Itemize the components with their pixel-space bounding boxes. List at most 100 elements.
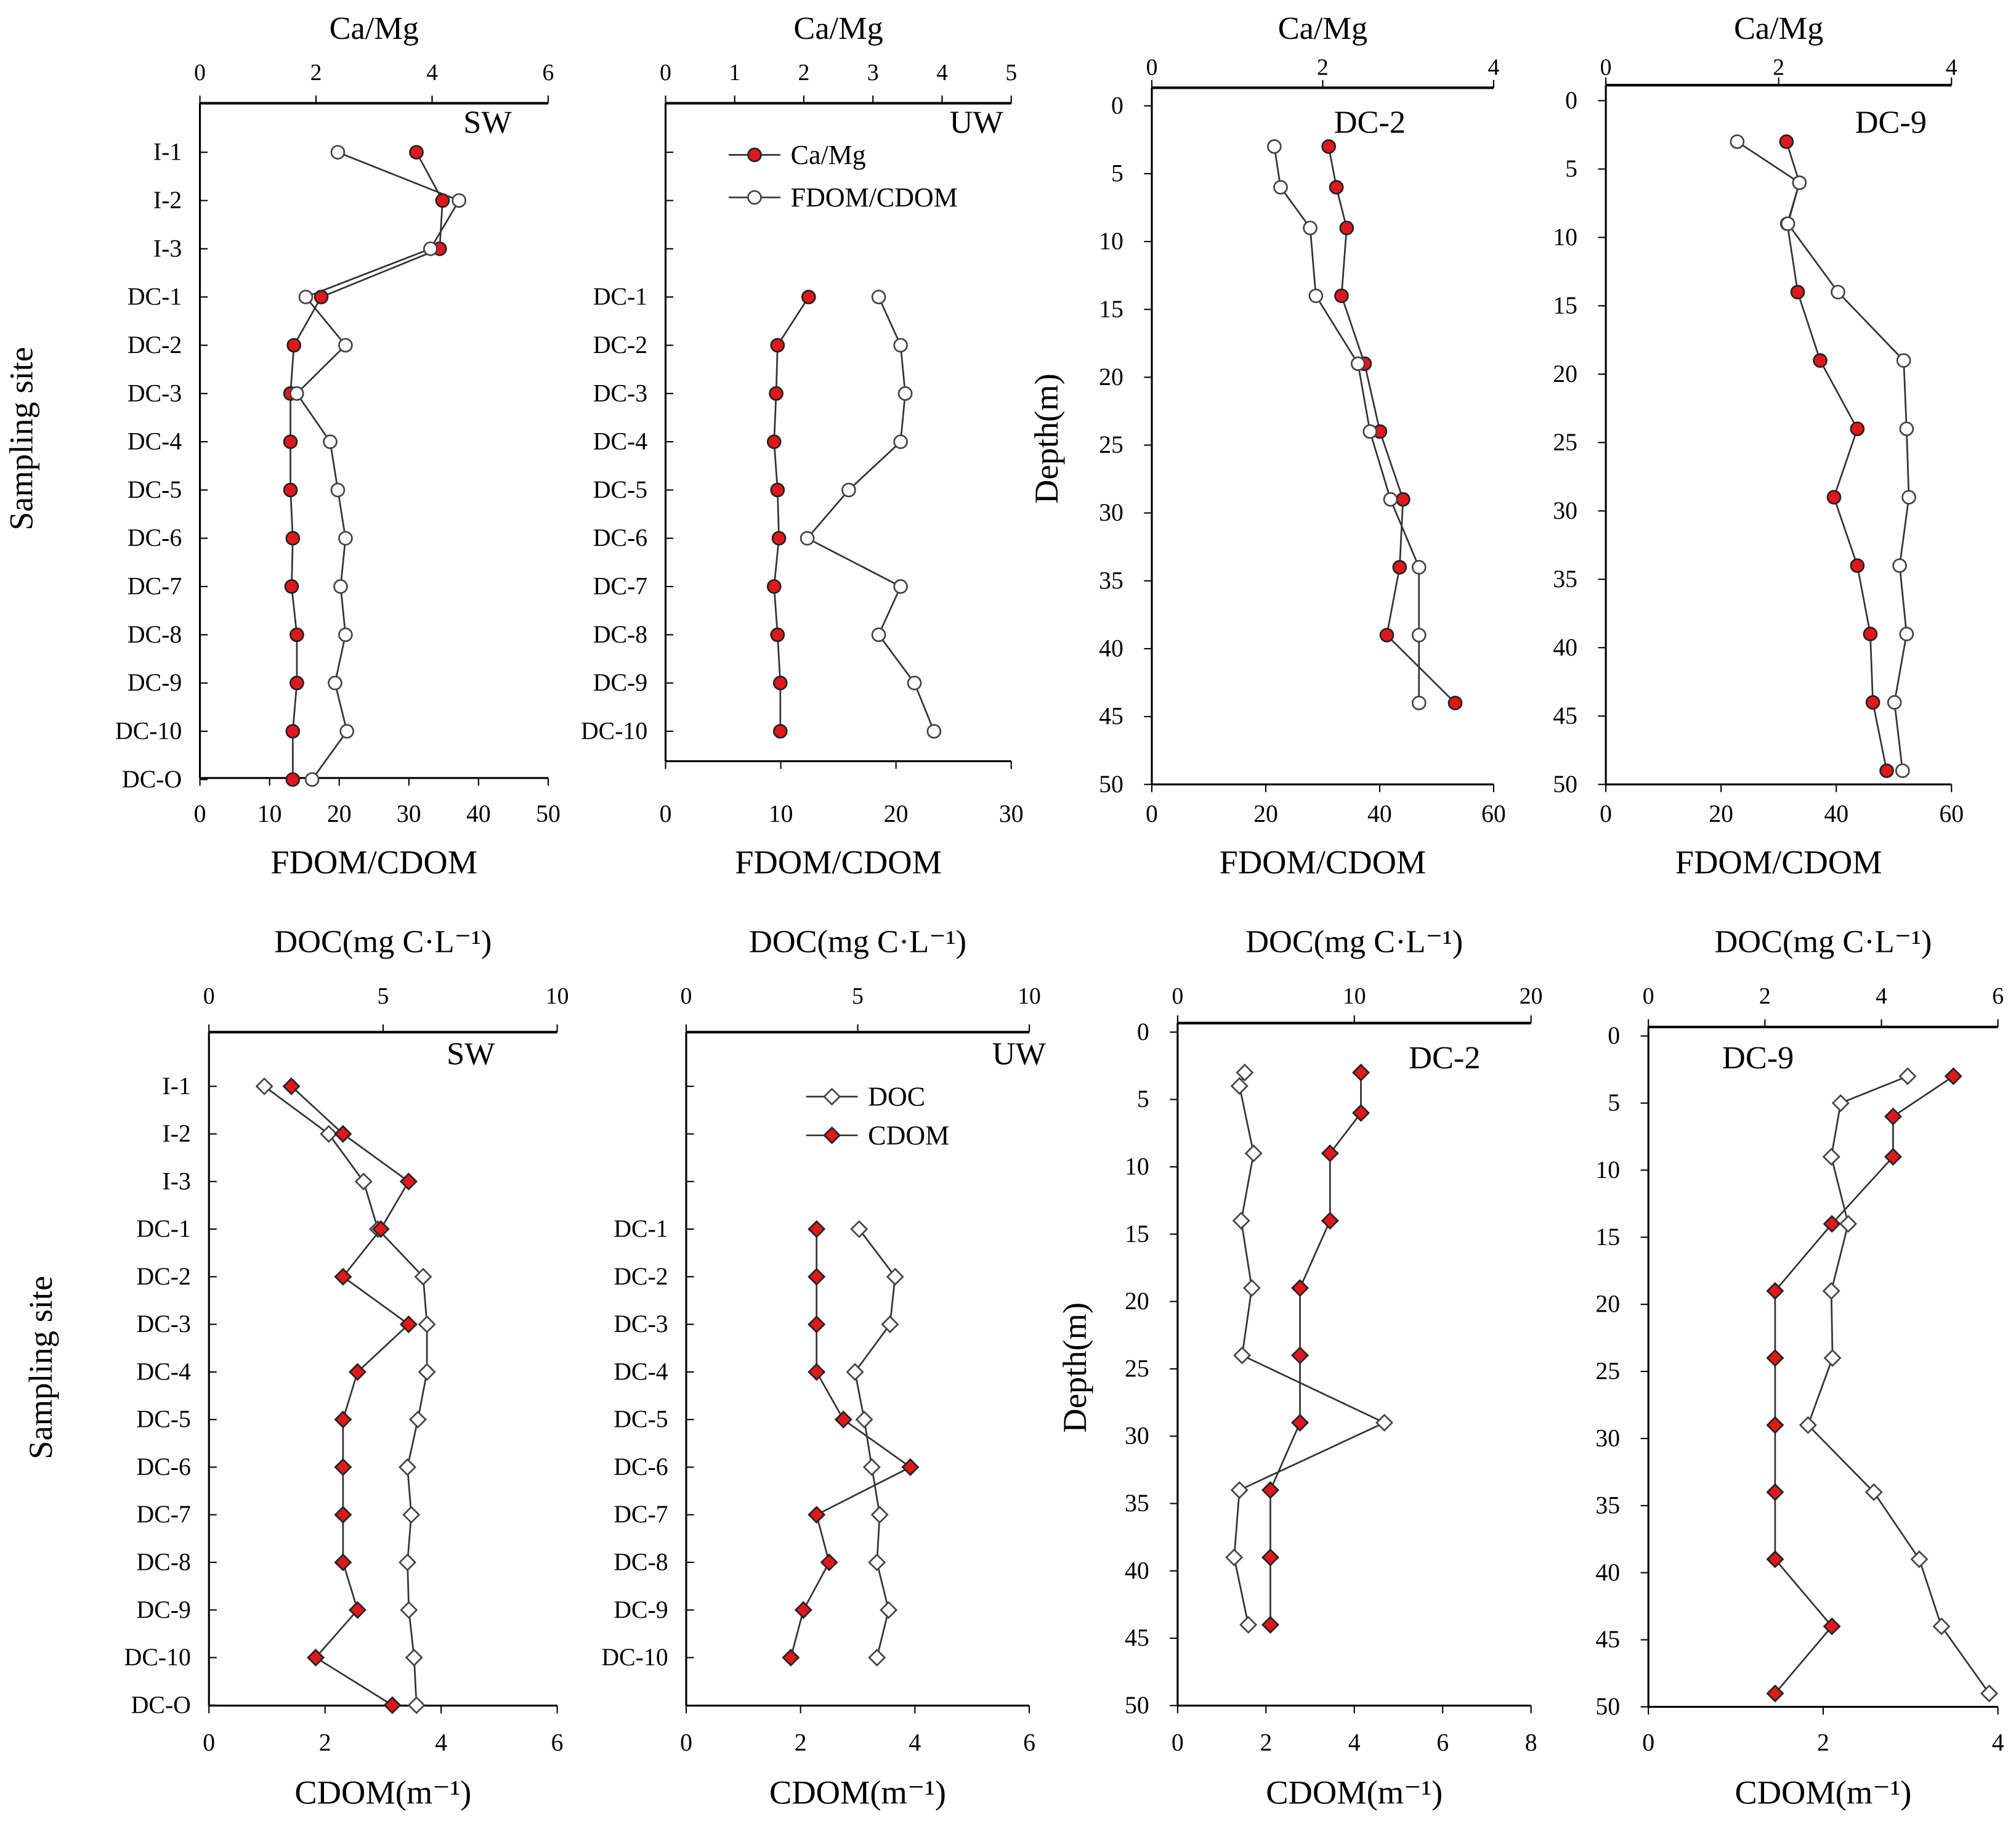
top-axis-tick-label: 2 bbox=[310, 60, 322, 86]
data-point bbox=[1790, 285, 1805, 299]
data-point bbox=[1887, 695, 1902, 710]
y-tick-label: 20 bbox=[1595, 1291, 1620, 1318]
y-tick-label: 30 bbox=[1125, 1423, 1149, 1450]
bottom-axis-tick-label: 60 bbox=[1939, 800, 1964, 827]
data-point bbox=[1396, 492, 1411, 507]
y-tick-label: 35 bbox=[1099, 567, 1123, 594]
data-point bbox=[285, 724, 301, 739]
y-category-label: DC-8 bbox=[593, 621, 647, 648]
data-point bbox=[893, 338, 908, 353]
y-tick-label: 50 bbox=[1099, 771, 1123, 798]
y-category-label: DC-1 bbox=[613, 1216, 668, 1243]
bottom-axis-tick-label: 10 bbox=[257, 800, 282, 827]
bottom-axis-tick-label: 6 bbox=[551, 1729, 564, 1756]
data-point bbox=[1879, 763, 1894, 778]
bottom-axis-tick-label: 10 bbox=[769, 800, 793, 827]
legend-label: DOC bbox=[868, 1082, 925, 1112]
data-point bbox=[800, 530, 815, 546]
y-category-label: DC-7 bbox=[137, 1501, 191, 1528]
series-cdom bbox=[282, 1077, 418, 1715]
bottom-axis-tick-label: 0 bbox=[680, 1729, 692, 1756]
series-line bbox=[1269, 1072, 1362, 1625]
y-category-label: DC-9 bbox=[137, 1596, 191, 1623]
y-category-label: DC-5 bbox=[613, 1406, 668, 1433]
data-point bbox=[808, 1363, 826, 1381]
data-point bbox=[1352, 1063, 1370, 1082]
data-point bbox=[286, 338, 302, 353]
y-category-label: DC-3 bbox=[128, 380, 182, 407]
top-axis-tick-label: 3 bbox=[867, 60, 879, 86]
bottom-axis-tick-label: 2 bbox=[795, 1729, 807, 1756]
data-point bbox=[1944, 1067, 1962, 1086]
data-point bbox=[334, 1553, 352, 1572]
series-line bbox=[773, 296, 810, 731]
data-point bbox=[284, 579, 299, 594]
data-point bbox=[880, 1601, 898, 1619]
y-tick-label: 15 bbox=[1125, 1220, 1149, 1248]
y-axis-title: Sampling site bbox=[22, 1276, 59, 1460]
data-point bbox=[769, 386, 783, 401]
y-tick-label: 45 bbox=[1099, 703, 1123, 730]
data-point bbox=[330, 482, 346, 498]
y-category-label: DC-7 bbox=[128, 573, 182, 600]
data-point bbox=[399, 1553, 416, 1572]
bottom-axis-tick-label: 6 bbox=[1023, 1729, 1035, 1756]
data-point bbox=[1230, 1481, 1249, 1500]
series-ca-mg bbox=[283, 145, 450, 787]
legend-marker bbox=[747, 190, 762, 205]
panel-label: DC-2 bbox=[1334, 105, 1406, 140]
series-line bbox=[289, 152, 443, 780]
bottom-axis-title: CDOM(m⁻¹) bbox=[1735, 1774, 1911, 1811]
y-category-label: DC-10 bbox=[601, 1644, 668, 1671]
series-line bbox=[790, 1229, 912, 1658]
y-tick-label: 45 bbox=[1595, 1626, 1620, 1653]
data-point bbox=[868, 1553, 886, 1572]
data-point bbox=[1303, 221, 1318, 235]
y-tick-label: 20 bbox=[1099, 363, 1123, 391]
series-cdom bbox=[782, 1220, 920, 1667]
data-point bbox=[1261, 1481, 1279, 1500]
bottom-axis-tick-label: 2 bbox=[319, 1729, 331, 1756]
data-point bbox=[298, 290, 314, 304]
data-point bbox=[405, 1648, 423, 1667]
legend-marker bbox=[823, 1087, 841, 1106]
y-category-label: DC-10 bbox=[115, 718, 182, 745]
data-point bbox=[1232, 1211, 1250, 1230]
data-point bbox=[1884, 1148, 1902, 1166]
bottom-axis-title: CDOM(m⁻¹) bbox=[769, 1774, 946, 1811]
data-point bbox=[771, 530, 787, 546]
top-axis-tick-label: 10 bbox=[1018, 983, 1041, 1009]
y-category-label: I-3 bbox=[153, 235, 182, 262]
data-point bbox=[1321, 1211, 1339, 1230]
panel-label: DC-9 bbox=[1855, 105, 1927, 140]
bottom-axis-title: CDOM(m⁻¹) bbox=[294, 1774, 471, 1811]
chart-panel-7: 0 10 20 DOC(mg C·L⁻¹) 0 2 4 6 8 CDOM(m⁻¹) 0 5 10 15 20… bbox=[1056, 924, 1542, 1811]
panel-label: UW bbox=[950, 105, 1004, 140]
top-axis-tick-label: 4 bbox=[426, 60, 438, 86]
y-axis-title: Depth(m) bbox=[1056, 1302, 1093, 1433]
series-cdom bbox=[1261, 1063, 1370, 1634]
y-category-label: I-2 bbox=[163, 1120, 191, 1147]
series-fdom-cdom bbox=[1730, 134, 1916, 778]
y-tick-label: 0 bbox=[1565, 87, 1577, 114]
data-point bbox=[1329, 180, 1344, 195]
data-point bbox=[1261, 1548, 1279, 1567]
y-tick-label: 10 bbox=[1099, 228, 1123, 255]
y-category-label: DC-9 bbox=[128, 669, 182, 696]
data-point bbox=[334, 1410, 352, 1429]
bottom-axis-title: CDOM(m⁻¹) bbox=[1266, 1774, 1443, 1811]
data-point bbox=[334, 1458, 352, 1476]
series-line bbox=[1233, 1072, 1387, 1625]
y-tick-label: 0 bbox=[1111, 92, 1123, 119]
bottom-axis-tick-label: 0 bbox=[1642, 1729, 1654, 1756]
data-point bbox=[1766, 1416, 1784, 1434]
top-axis-tick-label: 6 bbox=[543, 60, 554, 86]
chart-panel-5: 0 5 10 DOC(mg C·L⁻¹) 0 2 4 6 CDOM(m⁻¹) I-1 I-2 I-3 D… bbox=[22, 924, 569, 1811]
y-tick-label: 35 bbox=[1125, 1490, 1149, 1517]
y-tick-label: 25 bbox=[1553, 429, 1577, 456]
data-point bbox=[1267, 139, 1282, 154]
y-tick-label: 10 bbox=[1125, 1153, 1149, 1180]
top-axis-title: Ca/Mg bbox=[330, 10, 419, 46]
data-point bbox=[1792, 175, 1807, 190]
data-point bbox=[871, 627, 886, 643]
